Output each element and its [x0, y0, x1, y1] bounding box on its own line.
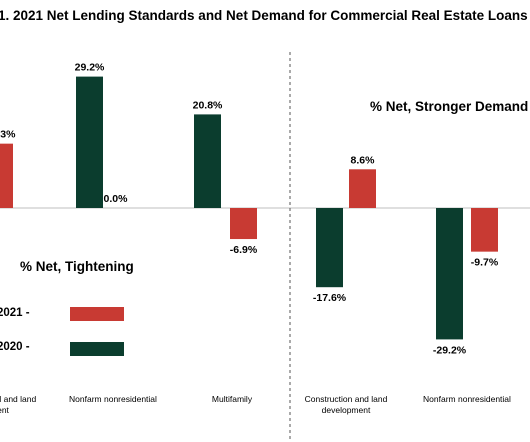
- chart-title: 1. 2021 Net Lending Standards and Net De…: [0, 8, 528, 23]
- data-label-p2-c1-2021: 8.6%: [351, 154, 376, 166]
- annotation-tightening: % Net, Tightening: [20, 259, 134, 274]
- legend-swatch-2020: [70, 342, 124, 356]
- bar-p2-c1-2020: [316, 208, 343, 288]
- data-label-p2-c1-2020: -17.6%: [313, 292, 347, 304]
- legend-label-2021: 2021 -: [0, 307, 30, 319]
- bar-p2-c2-2021: [471, 208, 498, 252]
- bar-p1-c3-2020: [194, 114, 221, 208]
- bar-p2-c1-2021: [349, 169, 376, 208]
- data-label-p1-c2-2021: 0.0%: [104, 193, 129, 205]
- category-label-7: Nonfarm nonresidential: [423, 394, 511, 404]
- category-label-6: development: [322, 405, 371, 415]
- legend-swatch-2021: [70, 307, 124, 321]
- category-label-4: Multifamily: [212, 394, 253, 404]
- data-label-p1-c1-2021: 4.3%: [0, 129, 16, 141]
- category-label-2: ent: [0, 405, 10, 415]
- bar-p1-c2-2020: [76, 76, 103, 208]
- category-label-1: nd and land: [0, 394, 36, 404]
- data-label-p1-c3-2021: -6.9%: [230, 244, 258, 256]
- data-label-p2-c2-2021: -9.7%: [471, 257, 499, 269]
- category-label-5: Construction and land: [305, 394, 388, 404]
- data-label-p2-c2-2020: -29.2%: [433, 344, 467, 356]
- legend-label-2020: 2020 -: [0, 341, 30, 353]
- data-label-p1-c2-2020: 29.2%: [75, 62, 105, 74]
- bar-p2-c2-2020: [436, 208, 463, 340]
- bar-p1-c1-2021: [0, 143, 13, 208]
- category-label-3: Nonfarm nonresidential: [69, 394, 157, 404]
- data-label-p1-c3-2020: 20.8%: [193, 99, 223, 111]
- annotation-stronger-demand: % Net, Stronger Demand: [370, 99, 529, 114]
- bar-p1-c3-2021: [230, 208, 257, 240]
